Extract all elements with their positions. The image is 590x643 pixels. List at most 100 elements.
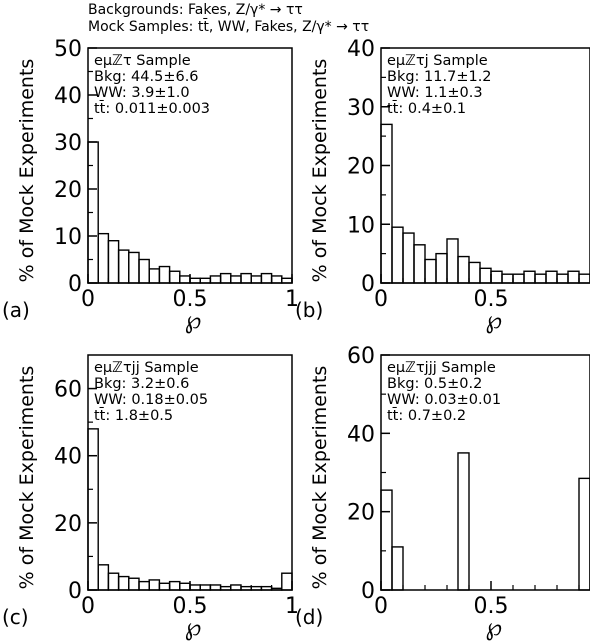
histogram-bar (219, 272, 232, 284)
header-mock-samples-line: Mock Samples: tt̄, WW, Fakes, Z/γ* → ττ (88, 19, 370, 35)
annotation-line: Bkg: 11.7±1.2 (387, 69, 492, 85)
histogram-bar (260, 585, 273, 591)
panel-d: 0 20 40 60 0 0.5 % of Mock Experiments ℘ (d) eμℤτ… (295, 344, 590, 641)
panel-a: 0 10 20 30 40 50 0 0.5 1 % of Mock Experiments ℘ (a… (2, 37, 299, 334)
y-axis-label: % of Mock Experiments (16, 366, 38, 590)
y-tick-label: 0 (68, 272, 82, 297)
histogram-bar (556, 273, 569, 284)
histogram-bar (219, 585, 232, 591)
y-tick-label: 40 (347, 422, 375, 447)
panel-label: (d) (295, 605, 323, 629)
y-axis-label: % of Mock Experiments (309, 366, 331, 590)
histogram-bar (179, 582, 191, 591)
y-tick-label: 20 (54, 512, 82, 537)
histogram-bar (413, 244, 426, 284)
histogram-bar (260, 272, 273, 284)
histogram-bar (168, 580, 181, 591)
annotation-line: tt̄: 0.011±0.003 (94, 99, 210, 117)
histogram-bar (545, 270, 558, 284)
histogram-bar (148, 579, 161, 591)
x-axis-label: ℘ (485, 306, 502, 334)
annotation-line: eμℤτ Sample (94, 53, 191, 69)
annotation-line: eμℤτjj Sample (94, 360, 199, 376)
x-axis-label: ℘ (185, 613, 202, 641)
histogram-bar (523, 270, 536, 284)
annotation-line: Bkg: 0.5±0.2 (387, 376, 482, 392)
histogram-bar (240, 585, 252, 591)
histogram-bar (168, 270, 181, 284)
x-tick-label: 0.5 (173, 287, 208, 312)
annotation-line: WW: 0.03±0.01 (387, 392, 501, 408)
histogram-bar (148, 268, 161, 284)
annotation-line: eμℤτj Sample (387, 53, 488, 69)
y-axis-label: % of Mock Experiments (16, 59, 38, 283)
histogram-bar (490, 270, 503, 284)
y-tick-label: 50 (54, 37, 82, 62)
y-tick-label: 40 (347, 37, 375, 62)
histogram-bar (107, 572, 120, 591)
panel-label: (c) (2, 605, 29, 629)
x-axis-label: ℘ (185, 306, 202, 334)
y-tick-label: 10 (54, 225, 82, 250)
histogram-bar (578, 477, 590, 591)
y-tick-label: 60 (54, 378, 82, 403)
histogram-bar (179, 275, 191, 284)
y-tick-label: 0 (361, 272, 375, 297)
histogram-bar (424, 258, 437, 284)
x-tick-label: 1 (285, 287, 299, 312)
histogram-bar (250, 585, 263, 591)
histogram-bar (138, 258, 150, 284)
histogram-bar (391, 226, 404, 284)
histogram-bar (87, 428, 99, 591)
annotation-line: WW: 0.18±0.05 (94, 392, 208, 408)
histogram-bar (158, 265, 171, 284)
histogram-bar (435, 252, 448, 284)
x-tick-label: 0 (374, 594, 388, 619)
panel-b: 0 10 20 30 40 0 0.5 % of Mock Experiments ℘ (b) eμ… (295, 37, 590, 334)
histogram-bar (501, 273, 514, 284)
annotation-line: eμℤτjjj Sample (387, 360, 496, 376)
y-tick-label: 60 (347, 344, 375, 369)
histogram-bar (97, 232, 110, 284)
histogram-bar (468, 261, 481, 284)
histogram-bar (107, 239, 120, 284)
annotation-line: tt̄: 0.7±0.2 (387, 406, 466, 424)
x-tick-label: 0.5 (474, 594, 509, 619)
y-tick-label: 0 (361, 579, 375, 604)
histogram-bar (380, 489, 393, 591)
histogram-bar (567, 270, 580, 284)
annotation-line: Bkg: 3.2±0.6 (94, 376, 189, 392)
histogram-bar (199, 584, 212, 591)
x-tick-label: 1 (285, 594, 299, 619)
y-tick-label: 20 (347, 155, 375, 180)
histogram-bar (240, 272, 252, 284)
histogram-bar (380, 123, 393, 284)
y-tick-label: 30 (54, 131, 82, 156)
histogram-bar (270, 587, 283, 591)
histogram-bar (128, 577, 140, 591)
x-tick-label: 0 (81, 594, 95, 619)
panel-label: (b) (295, 298, 323, 322)
y-tick-label: 0 (68, 579, 82, 604)
histogram-bar (87, 141, 99, 284)
histogram-bar (189, 584, 201, 591)
figure-header: Backgrounds: Fakes, Z/γ* → ττ Mock Sampl… (88, 2, 369, 36)
histogram-bar (534, 273, 547, 284)
annotation-line: tt̄: 0.4±0.1 (387, 99, 466, 117)
y-tick-label: 10 (347, 213, 375, 238)
header-backgrounds-line: Backgrounds: Fakes, Z/γ* → ττ (88, 2, 303, 18)
histogram-bar (230, 275, 242, 284)
histogram-bar (446, 238, 459, 284)
x-axis-label: ℘ (485, 613, 502, 641)
histogram-bar (117, 249, 130, 284)
histogram-bar (512, 273, 525, 284)
histogram-bar (97, 564, 110, 591)
y-tick-label: 40 (54, 445, 82, 470)
histogram-bar (250, 275, 263, 284)
annotation-line: WW: 3.9±1.0 (94, 85, 190, 101)
y-tick-label: 30 (347, 96, 375, 121)
y-tick-label: 20 (347, 501, 375, 526)
histogram-bar (128, 251, 140, 284)
panel-c: 0 20 40 60 0 0.5 1 % of Mock Experiments ℘ (c) eμℤ… (2, 354, 299, 641)
